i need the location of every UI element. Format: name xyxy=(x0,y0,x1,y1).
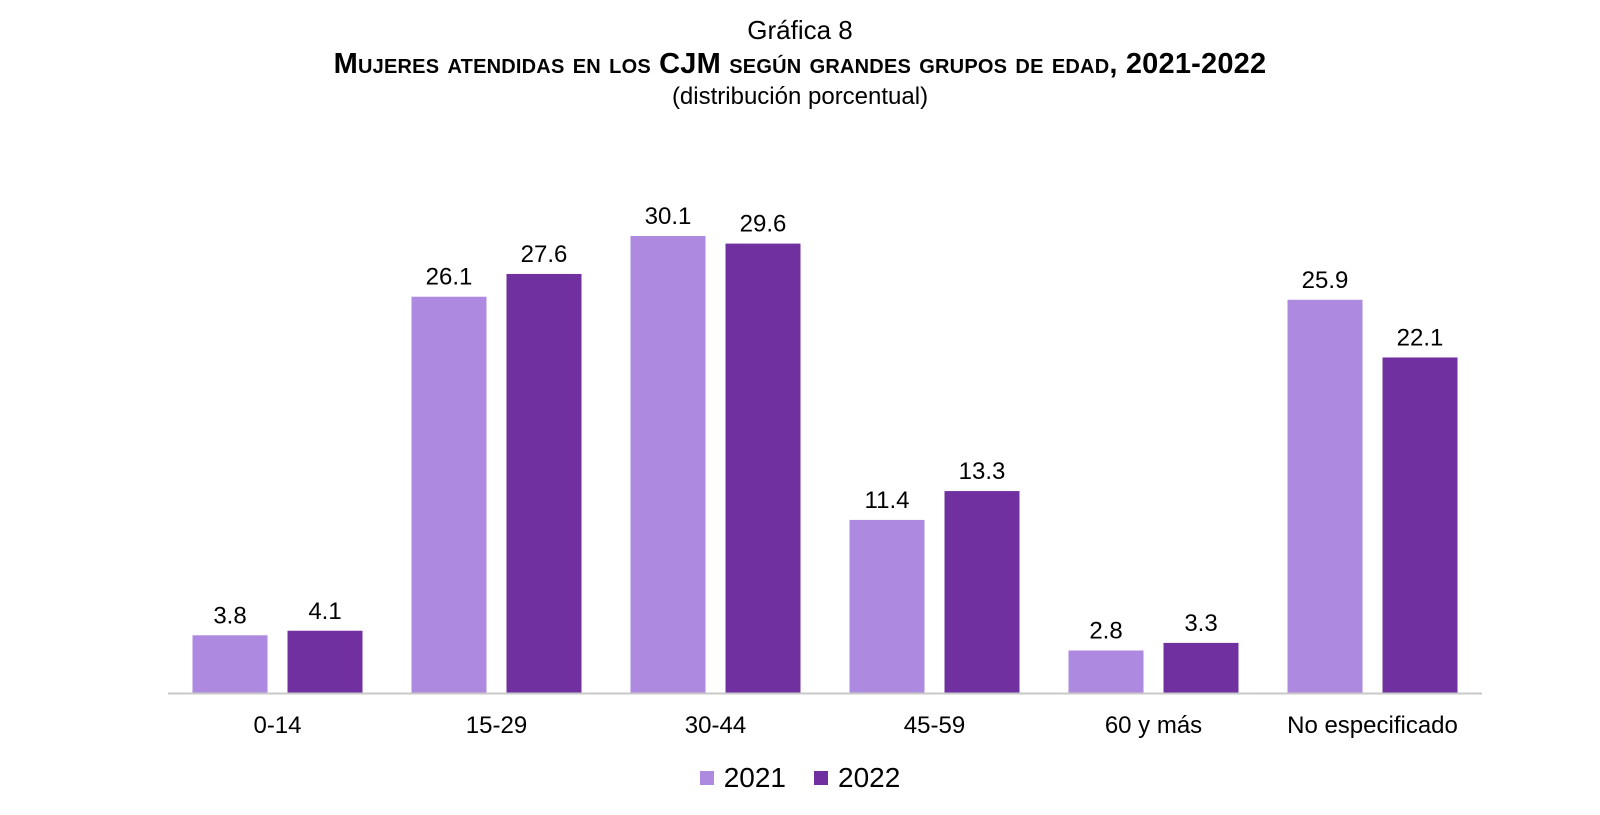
legend-label-2022: 2022 xyxy=(838,762,901,793)
data-label-2021-4: 2.8 xyxy=(1089,617,1122,644)
data-label-2021-0: 3.8 xyxy=(213,602,246,629)
bar-2021-2 xyxy=(630,236,706,693)
bar-2022-2 xyxy=(725,243,801,693)
legend-swatch-2021 xyxy=(699,771,714,785)
bar-2021-4 xyxy=(1068,650,1144,693)
bar-2022-1 xyxy=(506,273,582,693)
bar-2021-3 xyxy=(849,519,925,693)
bar-2022-4 xyxy=(1163,642,1239,693)
x-tick-label: 60 y más xyxy=(1105,712,1202,739)
x-tick-label: 15-29 xyxy=(466,712,527,739)
legend-swatch-2022 xyxy=(814,771,828,785)
legend-item-2022: 2022 xyxy=(814,762,900,794)
legend-item-2021: 2021 xyxy=(699,762,786,794)
chart-titles: Gráfica 8 Mujeres atendidas en los CJM s… xyxy=(0,14,1600,112)
data-label-2022-0: 4.1 xyxy=(308,598,341,625)
legend: 2021 2022 xyxy=(0,762,1600,794)
bar-2021-1 xyxy=(411,296,487,693)
legend-label-2021: 2021 xyxy=(723,762,786,793)
data-label-2021-1: 26.1 xyxy=(426,264,473,291)
bar-2022-0 xyxy=(287,630,363,693)
data-label-2021-5: 25.9 xyxy=(1302,267,1349,294)
x-tick-label: 45-59 xyxy=(904,712,965,739)
bar-2022-3 xyxy=(944,491,1020,693)
x-tick-label: No especificado xyxy=(1287,712,1458,739)
x-tick-label: 30-44 xyxy=(685,712,746,739)
x-tick-label: 0-14 xyxy=(253,712,301,739)
data-label-2022-3: 13.3 xyxy=(959,458,1006,485)
data-label-2022-4: 3.3 xyxy=(1184,610,1217,637)
chart-subtitle: (distribución porcentual) xyxy=(671,83,929,110)
data-label-2022-2: 29.6 xyxy=(740,211,787,238)
data-label-2021-3: 11.4 xyxy=(865,487,910,514)
bar-2022-5 xyxy=(1382,357,1458,693)
figure-label: Gráfica 8 xyxy=(747,15,853,45)
bar-2021-0 xyxy=(192,635,268,693)
data-label-2022-1: 27.6 xyxy=(521,241,568,268)
chart-title: Mujeres atendidas en los CJM según grand… xyxy=(333,48,1267,80)
bar-2021-5 xyxy=(1287,299,1363,693)
data-label-2022-5: 22.1 xyxy=(1397,324,1444,351)
data-label-2021-2: 30.1 xyxy=(645,203,692,230)
